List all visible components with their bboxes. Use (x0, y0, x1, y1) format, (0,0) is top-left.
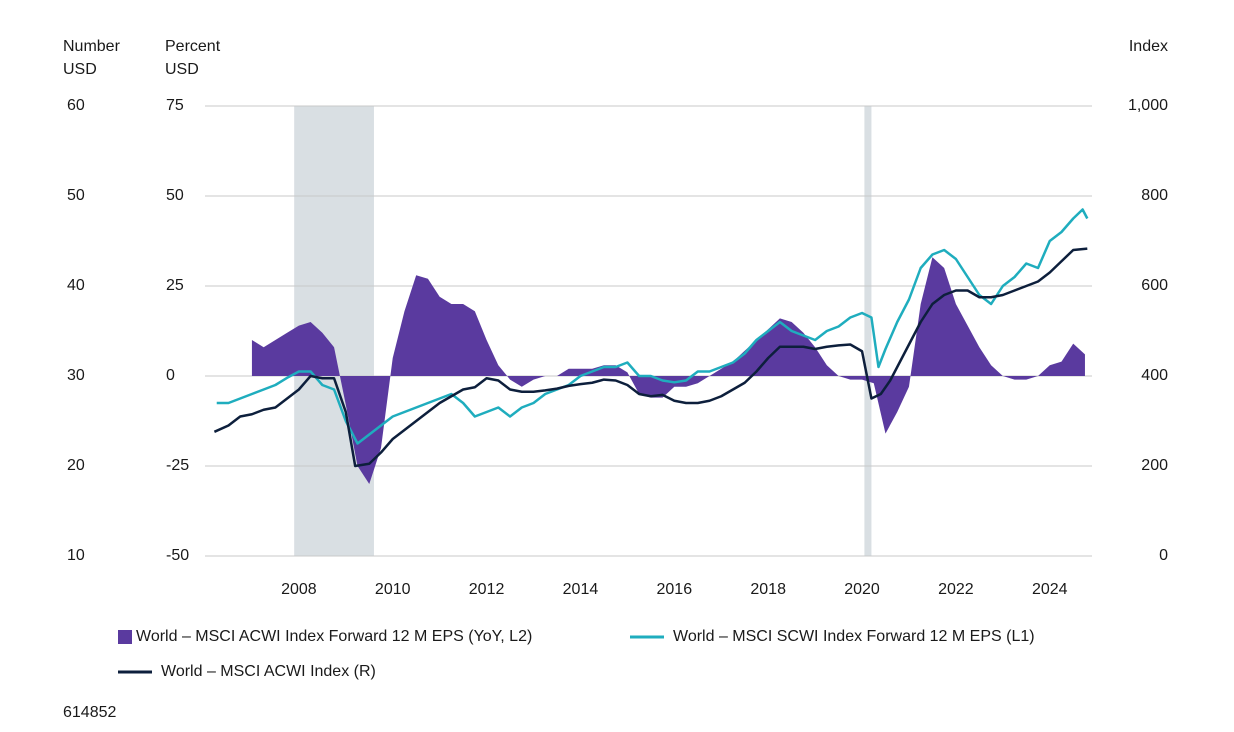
y2-tick-label: 800 (1141, 187, 1168, 204)
y3-tick-label: 75 (166, 97, 184, 114)
y3-axis-title: USD (165, 61, 199, 78)
legend-swatch (118, 630, 132, 644)
y2-tick-label: 200 (1141, 457, 1168, 474)
area (251, 257, 1085, 484)
y-tick-label: 40 (67, 277, 85, 294)
y3-tick-label: 25 (166, 277, 184, 294)
y2-axis-title: Index (1129, 38, 1168, 55)
x-tick-label: 2014 (563, 581, 599, 598)
x-tick-label: 2008 (281, 581, 317, 598)
y-tick-label: 20 (67, 457, 85, 474)
y3-tick-label: -25 (166, 457, 189, 474)
y-tick-label: 10 (67, 547, 85, 564)
y2-tick-label: 1,000 (1128, 97, 1168, 114)
y2-tick-label: 0 (1159, 547, 1168, 564)
legend-label: World – MSCI ACWI Index (R) (161, 663, 376, 680)
legend-label: World – MSCI ACWI Index Forward 12 M EPS… (136, 628, 532, 645)
y-tick-label: 60 (67, 97, 85, 114)
y-axis-title: Number (63, 38, 121, 55)
x-tick-label: 2020 (844, 581, 880, 598)
recession-shade (864, 106, 872, 556)
y3-tick-label: 0 (166, 367, 175, 384)
source: 614852 (63, 704, 116, 721)
y-tick-label: 50 (67, 187, 85, 204)
y-tick-label: 30 (67, 367, 85, 384)
line (216, 208, 1089, 445)
line (213, 247, 1088, 468)
x-tick-label: 2022 (938, 581, 974, 598)
y3-tick-label: -50 (166, 547, 189, 564)
legend-label: World – MSCI SCWI Index Forward 12 M EPS… (673, 628, 1035, 645)
y3-tick-label: 50 (166, 187, 184, 204)
y-axis-title: USD (63, 61, 97, 78)
x-tick-label: 2016 (657, 581, 693, 598)
x-tick-label: 2010 (375, 581, 411, 598)
x-tick-label: 2018 (750, 581, 786, 598)
y3-axis-title: Percent (165, 38, 221, 55)
x-tick-label: 2024 (1032, 581, 1068, 598)
y2-tick-label: 400 (1141, 367, 1168, 384)
x-tick-label: 2012 (469, 581, 505, 598)
y2-tick-label: 600 (1141, 277, 1168, 294)
